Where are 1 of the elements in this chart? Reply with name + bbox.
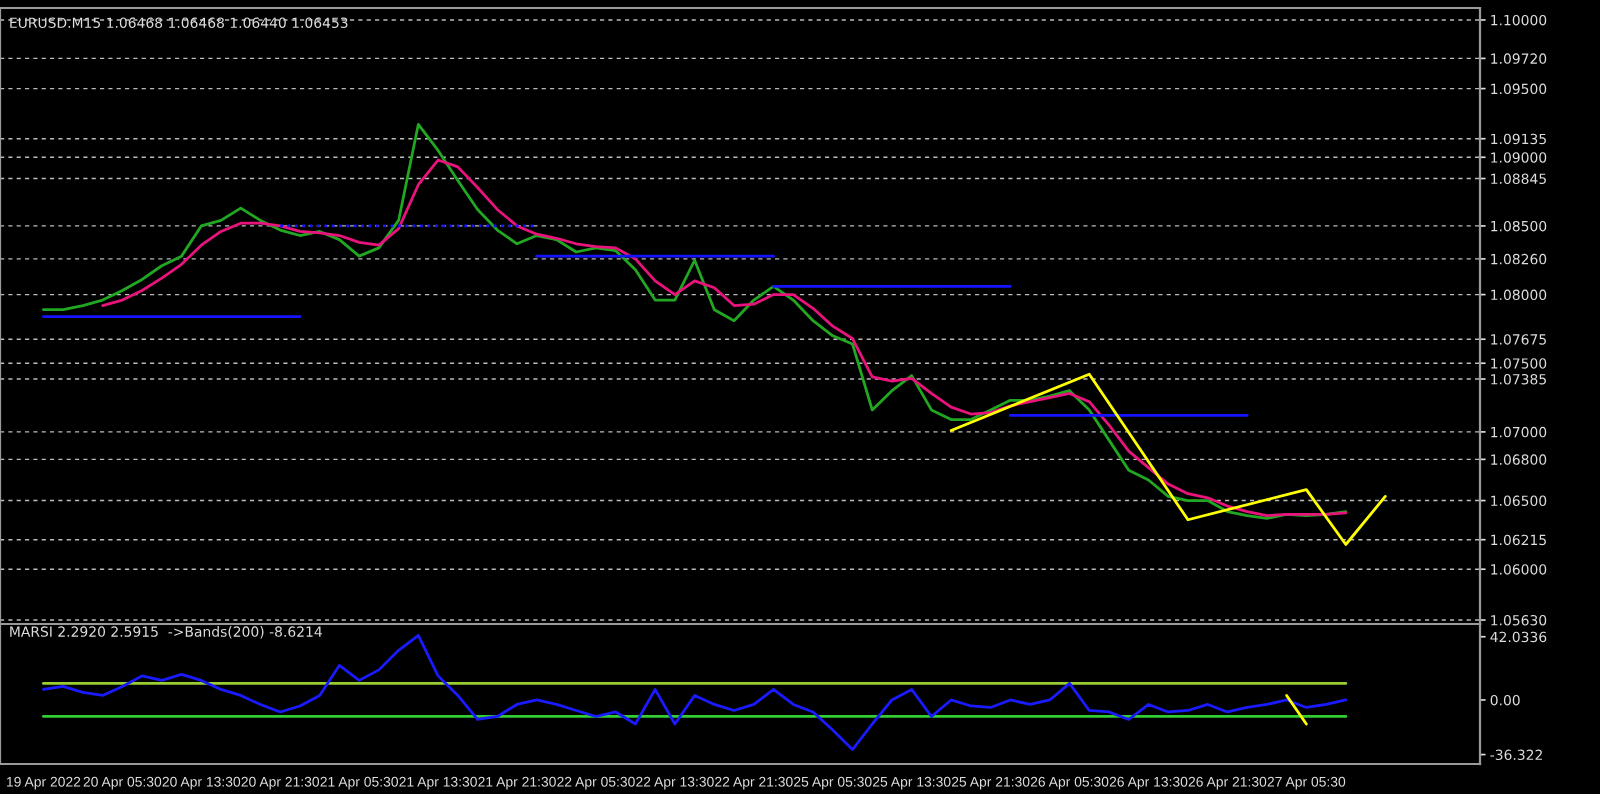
line-series bbox=[949, 372, 1387, 546]
